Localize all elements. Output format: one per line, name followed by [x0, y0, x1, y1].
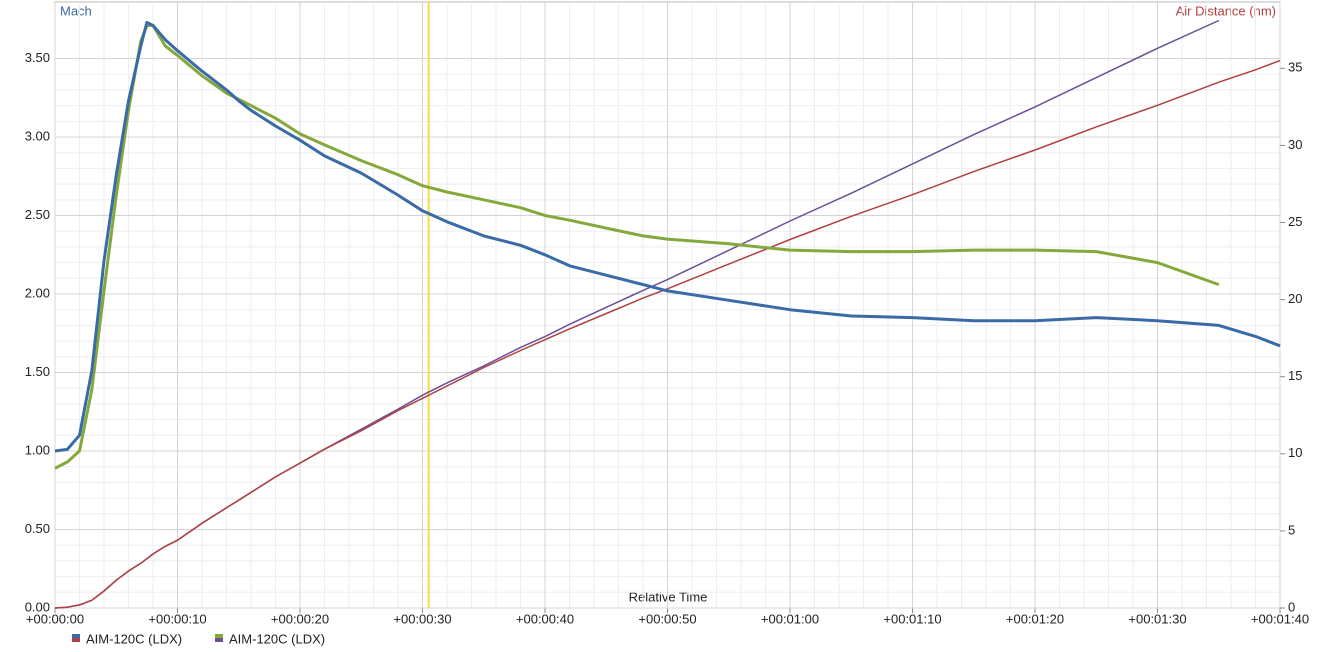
- y2-axis-title: Air Distance (nm): [1176, 3, 1276, 18]
- y-tick-label: 2.00: [25, 285, 50, 300]
- data-line: [54, 20, 1281, 453]
- y-tick-label: 2.50: [25, 207, 50, 222]
- x-tick-label: +00:01:30: [1128, 611, 1186, 626]
- legend-swatch: [215, 638, 223, 642]
- x-tick-label: +00:01:20: [1006, 611, 1064, 626]
- y2-tick-label: 35: [1288, 60, 1302, 75]
- y2-tick-label: 30: [1288, 137, 1302, 152]
- y2-tick-label: 20: [1288, 291, 1302, 306]
- y-tick-label: 3.50: [25, 50, 50, 65]
- y-tick-label: 0.00: [25, 599, 50, 614]
- y-tick-label: 0.50: [25, 521, 50, 536]
- legend-label: AIM-120C (LDX): [229, 631, 325, 646]
- y-tick-label: 3.00: [25, 128, 50, 143]
- legend-swatch: [72, 634, 80, 638]
- y2-tick-label: 10: [1288, 445, 1302, 460]
- legend-swatch: [72, 638, 80, 642]
- y2-tick-label: 15: [1288, 368, 1302, 383]
- x-tick-label: +00:00:50: [638, 611, 696, 626]
- y2-tick-label: 0: [1288, 599, 1295, 614]
- x-tick-label: +00:01:10: [883, 611, 941, 626]
- y-axis-title: Mach: [60, 3, 92, 18]
- y-tick-label: 1.00: [25, 442, 50, 457]
- data-line: [54, 59, 1281, 609]
- x-tick-label: +00:00:00: [26, 611, 84, 626]
- x-tick-label: +00:01:00: [761, 611, 819, 626]
- legend-swatch: [215, 634, 223, 638]
- x-tick-label: +00:00:40: [516, 611, 574, 626]
- y-tick-label: 1.50: [25, 364, 50, 379]
- x-tick-label: +00:01:40: [1251, 611, 1309, 626]
- x-tick-label: +00:00:30: [393, 611, 451, 626]
- x-tick-label: +00:00:20: [271, 611, 329, 626]
- x-tick-label: +00:00:10: [148, 611, 206, 626]
- y2-tick-label: 25: [1288, 214, 1302, 229]
- legend-label: AIM-120C (LDX): [86, 631, 182, 646]
- y2-tick-label: 5: [1288, 522, 1295, 537]
